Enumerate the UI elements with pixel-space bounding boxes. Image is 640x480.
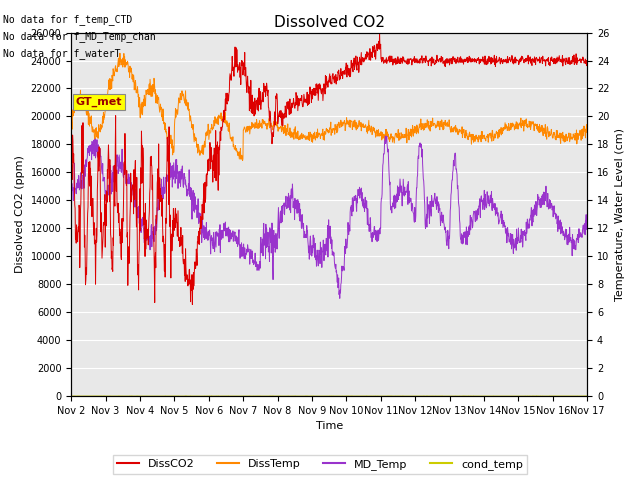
DissCO2 — [477, 57, 485, 63]
Text: GT_met: GT_met — [76, 97, 122, 107]
DissTemp — [584, 130, 591, 135]
DissCO2 — [523, 58, 531, 63]
cond_temp — [67, 393, 75, 399]
Text: No data for f_waterT: No data for f_waterT — [3, 48, 121, 59]
Line: DissTemp: DissTemp — [71, 53, 588, 161]
Y-axis label: Temperature, Water Level (cm): Temperature, Water Level (cm) — [615, 128, 625, 301]
MD_Temp — [336, 296, 344, 301]
Line: DissCO2: DissCO2 — [71, 33, 588, 304]
MD_Temp — [170, 176, 177, 182]
DissTemp — [182, 97, 190, 103]
DissTemp — [241, 124, 248, 130]
MD_Temp — [182, 183, 189, 189]
cond_temp — [584, 393, 591, 399]
DissCO2 — [240, 60, 248, 65]
DissCO2 — [170, 206, 177, 212]
MD_Temp — [381, 133, 389, 139]
MD_Temp — [410, 211, 417, 216]
cond_temp — [410, 393, 417, 399]
Text: No data for f_temp_CTD: No data for f_temp_CTD — [3, 14, 132, 25]
cond_temp — [170, 393, 177, 399]
DissTemp — [116, 50, 124, 56]
MD_Temp — [240, 241, 248, 247]
MD_Temp — [584, 214, 591, 220]
DissTemp — [410, 126, 417, 132]
DissCO2 — [182, 264, 189, 270]
DissTemp — [67, 120, 75, 126]
DissCO2 — [67, 199, 75, 204]
Legend: DissCO2, DissTemp, MD_Temp, cond_temp: DissCO2, DissTemp, MD_Temp, cond_temp — [113, 455, 527, 474]
DissCO2 — [189, 301, 196, 307]
DissTemp — [477, 139, 485, 144]
MD_Temp — [477, 193, 485, 199]
cond_temp — [182, 393, 189, 399]
Line: MD_Temp: MD_Temp — [71, 136, 588, 299]
DissTemp — [239, 158, 246, 164]
Text: No data for f_MD_Temp_chan: No data for f_MD_Temp_chan — [3, 31, 156, 42]
cond_temp — [522, 393, 530, 399]
cond_temp — [477, 393, 484, 399]
DissCO2 — [584, 59, 591, 64]
Y-axis label: Dissolved CO2 (ppm): Dissolved CO2 (ppm) — [15, 156, 25, 273]
DissTemp — [170, 150, 177, 156]
MD_Temp — [67, 169, 75, 175]
DissTemp — [523, 121, 531, 127]
DissCO2 — [376, 30, 383, 36]
cond_temp — [240, 393, 248, 399]
MD_Temp — [523, 231, 531, 237]
cond_temp — [207, 393, 215, 399]
X-axis label: Time: Time — [316, 421, 343, 432]
DissCO2 — [410, 56, 417, 62]
Title: Dissolved CO2: Dissolved CO2 — [274, 15, 385, 30]
